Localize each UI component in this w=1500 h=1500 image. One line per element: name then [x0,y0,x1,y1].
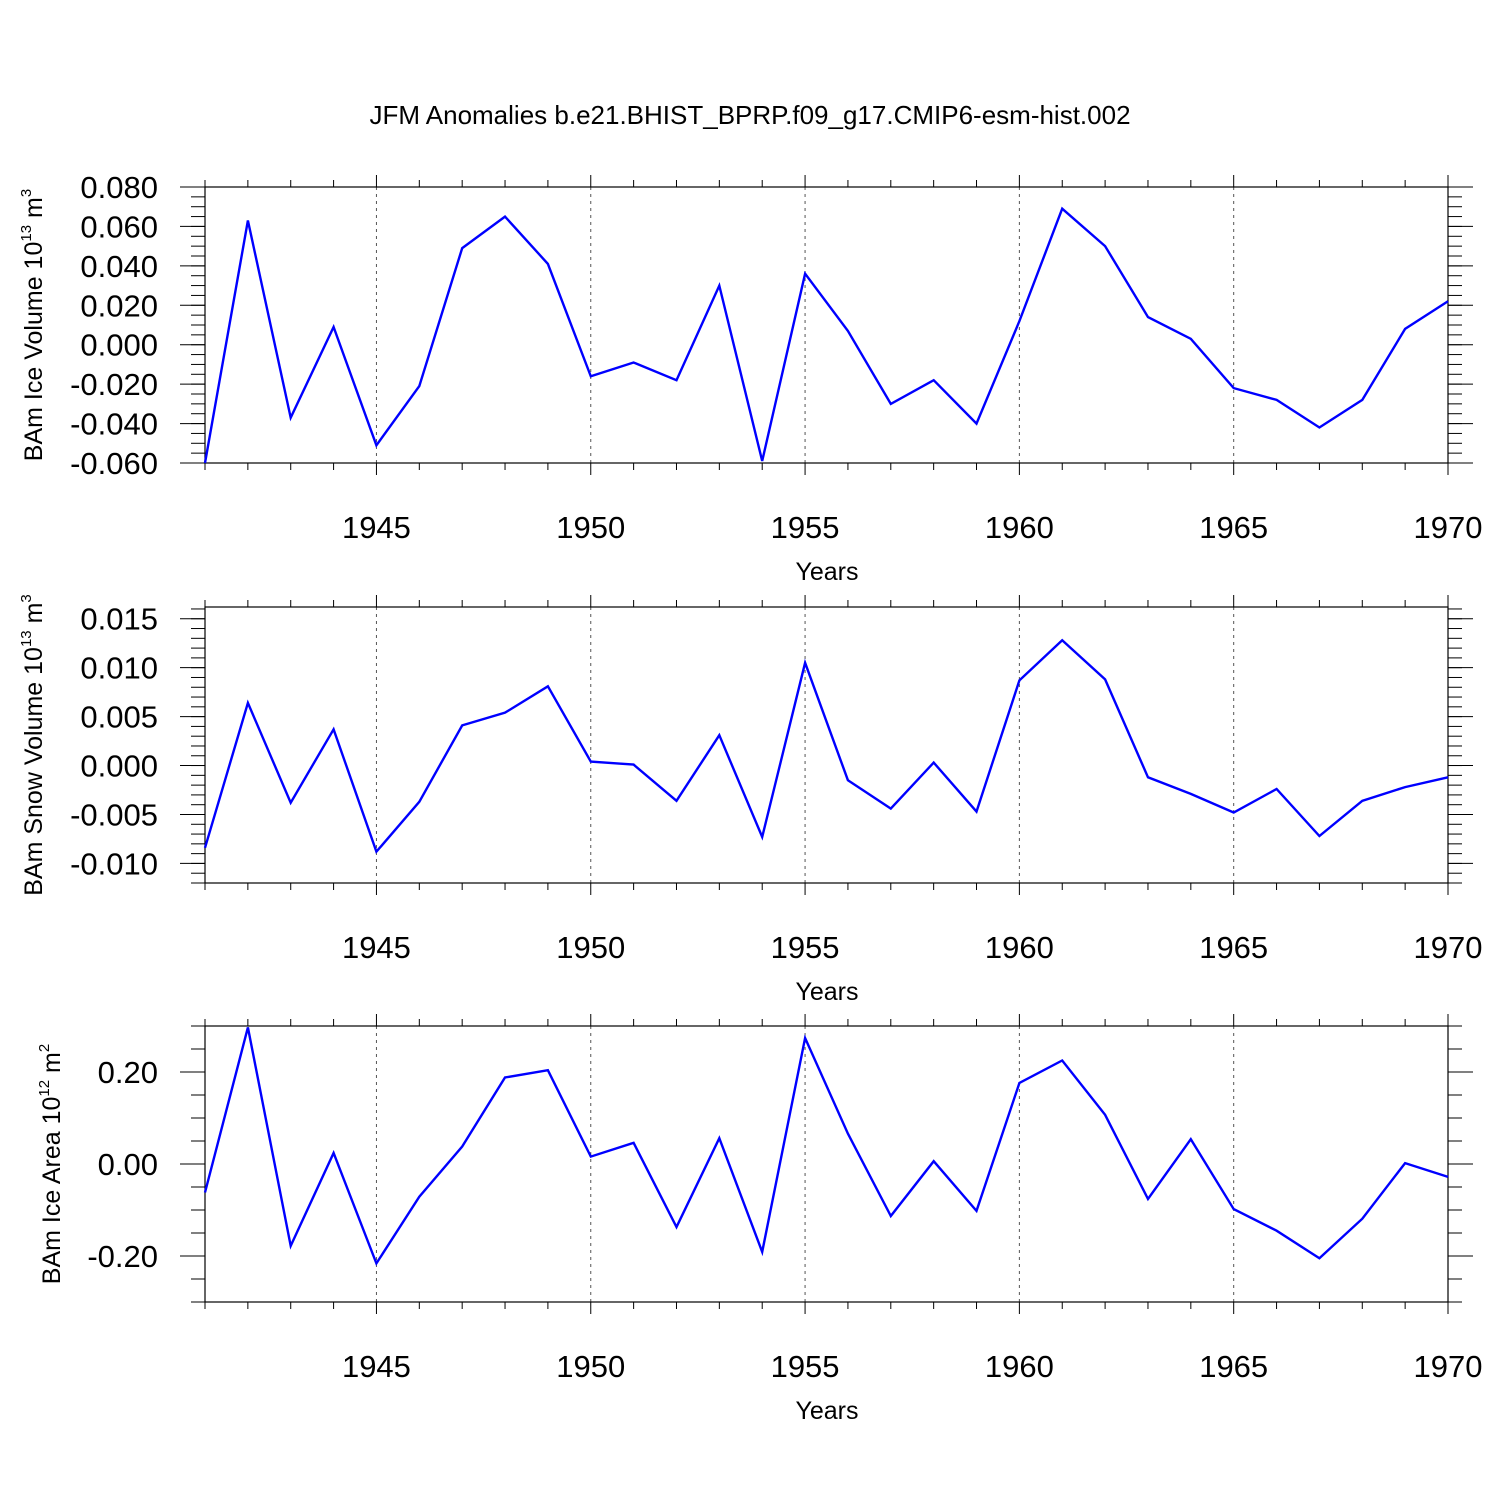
y-tick-label: 0.000 [80,328,158,363]
y-tick-label: -0.010 [70,846,158,881]
x-tick-label: 1960 [985,1349,1054,1384]
x-tick-label: 1965 [1199,510,1268,545]
x-tick-label: 1950 [556,1349,625,1384]
x-axis-label-ice-volume: Years [795,558,858,586]
ylabel-ice-volume-unit-exp: 3 [18,189,35,197]
x-axis-label-ice-area: Years [795,1397,858,1425]
y-tick-label: 0.060 [80,209,158,244]
plot-ice-volume: 1945 1950 1955 1960 1965 1970 -0.060 -0.040 -0.0… [70,170,1482,545]
ylabel-ice-area-exp: 12 [36,1080,53,1097]
svg-text:BAm Ice Volume 1013 m3: BAm Ice Volume 1013 m3 [18,189,48,461]
x-tick-label: 1965 [1199,930,1268,965]
y-tick-label: 0.000 [80,749,158,784]
y-tick-label: -0.060 [70,446,158,481]
x-tick-label: 1960 [985,510,1054,545]
y-tick-label: -0.005 [70,797,158,832]
x-tick-label: 1945 [342,930,411,965]
x-axis-label-snow-volume: Years [795,978,858,1006]
y-tick-label: 0.080 [80,170,158,205]
x-tick-label: 1955 [771,1349,840,1384]
ylabel-snow-volume-unit-exp: 3 [18,594,35,602]
y-tick-label: 0.20 [98,1055,158,1090]
x-tick-label: 1960 [985,930,1054,965]
x-tick-label: 1970 [1414,510,1483,545]
panel-snow-volume: BAm Snow Volume 1013 m3 Years [18,594,859,1006]
y-axis-label-ice-volume: BAm Ice Volume 1013 m3 [18,189,48,461]
panel-ice-area: BAm Ice Area 1012 m2 Years [36,1044,859,1425]
y-tick-label: 0.00 [98,1147,158,1182]
ylabel-ice-volume-prefix: BAm Ice Volume 10 [20,242,48,462]
figure-title: JFM Anomalies b.e21.BHIST_BPRP.f09_g17.C… [369,100,1130,130]
x-tick-label: 1970 [1414,1349,1483,1384]
y-tick-label: 0.020 [80,288,158,323]
series-line-ice-volume [203,206,1449,464]
y-tick-label: 0.005 [80,700,158,735]
x-tick-label: 1955 [771,510,840,545]
x-tick-label: 1950 [556,930,625,965]
x-tick-label: 1950 [556,510,625,545]
ylabel-snow-volume-prefix: BAm Snow Volume 10 [20,647,48,896]
series-line-ice-area [203,1027,1449,1267]
y-tick-label: -0.020 [70,367,158,402]
ylabel-ice-area-unit-exp: 2 [36,1044,53,1052]
x-tick-label: 1945 [342,1349,411,1384]
panel-ice-volume: BAm Ice Volume 1013 m3 Years [18,189,859,586]
plot-snow-volume: 1945 1950 1955 1960 1965 1970 -0.010 -0.005 0.00… [70,595,1482,965]
y-axis-label-ice-area: BAm Ice Area 1012 m2 [36,1044,66,1284]
ylabel-ice-volume-exp: 13 [18,225,35,242]
x-tick-label: 1965 [1199,1349,1268,1384]
ylabel-ice-area-unit: m [38,1052,66,1080]
svg-text:BAm Ice Area 1012 m2: BAm Ice Area 1012 m2 [36,1044,66,1284]
y-tick-label: 0.010 [80,651,158,686]
plot-ice-area: 1945 1950 1955 1960 1965 1970 -0.20 0.00 0.20 [87,1014,1482,1384]
y-tick-label: -0.20 [87,1239,158,1274]
ylabel-snow-volume-exp: 13 [18,630,35,647]
series-line-snow-volume [203,638,1449,855]
plot-frame [204,606,1449,884]
svg-text:BAm Snow Volume 1013 m3: BAm Snow Volume 1013 m3 [18,594,48,896]
ylabel-ice-volume-unit: m [20,197,48,225]
y-axis-label-snow-volume: BAm Snow Volume 1013 m3 [18,594,48,896]
ylabel-ice-area-prefix: BAm Ice Area 10 [38,1097,66,1285]
x-tick-label: 1955 [771,930,840,965]
x-tick-label: 1970 [1414,930,1483,965]
y-tick-label: -0.040 [70,407,158,442]
y-tick-label: 0.015 [80,602,158,637]
ylabel-snow-volume-unit: m [20,603,48,631]
x-tick-label: 1945 [342,510,411,545]
y-tick-label: 0.040 [80,249,158,284]
